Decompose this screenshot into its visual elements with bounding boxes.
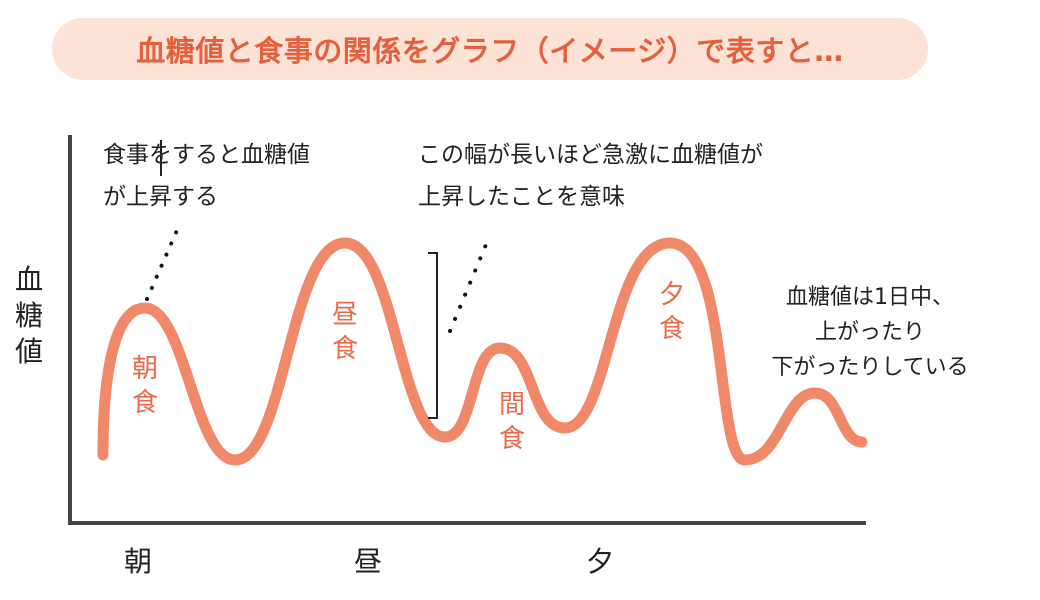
meal-dinner: 夕食 — [658, 280, 685, 344]
annotation-line: この幅が長いほど急激に血糖値が — [418, 142, 763, 168]
meal-breakfast: 朝食 — [131, 354, 158, 418]
glucose-curve — [97, 237, 868, 466]
annotation-line: 上昇したことを意味 — [418, 184, 625, 210]
x-label-evening: 夕 — [586, 545, 615, 578]
title: 血糖値と食事の関係をグラフ（イメージ）で表すと… — [136, 34, 844, 68]
x-label-morning: 朝 — [124, 545, 153, 578]
meal-lunch: 昼食 — [331, 300, 358, 364]
annotation-line: 血糖値は1日中、 — [786, 285, 954, 310]
meal-snack: 間食 — [498, 390, 525, 454]
annotation-width: この幅が長いほど急激に血糖値が 上昇したことを意味 — [418, 134, 763, 218]
x-label-noon: 昼 — [354, 545, 383, 578]
dotted-pointer-rise — [145, 226, 180, 301]
annotation-line: 下がったりしている — [771, 355, 969, 380]
title-banner: 血糖値と食事の関係をグラフ（イメージ）で表すと… — [52, 18, 928, 80]
dotted-pointer-width — [448, 233, 492, 333]
y-axis-label: 血糖値 — [14, 263, 43, 368]
annotation-line: が上昇する — [103, 184, 218, 210]
annotation-line: 上がったり — [814, 320, 925, 345]
annotation-daily: 血糖値は1日中、 上がったり 下がったりしている — [750, 280, 990, 385]
range-bracket — [428, 252, 438, 419]
annotation-line: 食事をすると血糖値 — [103, 142, 310, 168]
annotation-rise: 食事をすると血糖値 が上昇する — [103, 134, 310, 218]
